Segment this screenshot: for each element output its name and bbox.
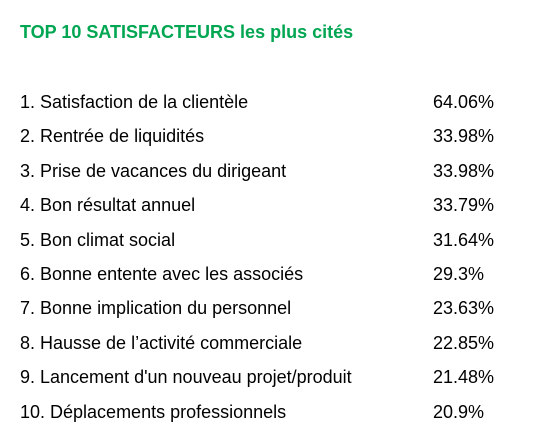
item-label: 9. Lancement d'un nouveau projet/produit <box>20 367 352 388</box>
item-value: 20.9% <box>433 401 485 422</box>
item-value: 23.63% <box>433 298 495 319</box>
item-label: 3. Prise de vacances du dirigeant <box>20 160 287 181</box>
list-row: 9. Lancement d'un nouveau projet/produit… <box>20 367 525 391</box>
item-value: 29.3% <box>433 264 485 284</box>
list-row: 4. Bon résultat annuel 33.79% <box>20 195 525 219</box>
item-label: 5. Bon climat social <box>20 229 176 250</box>
item-label: 10. Déplacements professionnels <box>20 401 287 422</box>
item-label: 4. Bon résultat annuel <box>20 195 196 216</box>
item-label: 8. Hausse de l’activité commerciale <box>20 332 303 353</box>
item-value: 21.48% <box>433 367 495 388</box>
item-value: 33.98% <box>433 160 495 181</box>
list-row: 1. Satisfaction de la clientèle 64.06% <box>20 92 525 116</box>
list-row: 8. Hausse de l’activité commerciale 22.85… <box>20 333 525 357</box>
item-value: 33.79% <box>433 195 495 216</box>
item-value: 31.64% <box>433 229 495 250</box>
list-row: 10. Déplacements professionnels 20.9% <box>20 402 525 426</box>
item-value: 33.98% <box>433 126 495 147</box>
item-value: 22.85% <box>433 332 495 353</box>
item-label: 7. Bonne implication du personnel <box>20 298 292 319</box>
item-label: 6. Bonne entente avec les associés <box>20 264 304 284</box>
item-label: 2. Rentrée de liquidités <box>20 126 205 147</box>
list-row: 7. Bonne implication du personnel 23.63% <box>20 298 525 322</box>
list-row: 6. Bonne entente avec les associés 29.3% <box>20 264 525 288</box>
list-row: 5. Bon climat social 31.64% <box>20 230 525 254</box>
list-row: 3. Prise de vacances du dirigeant 33.98% <box>20 161 525 185</box>
item-label: 1. Satisfaction de la clientèle <box>20 92 249 112</box>
title: TOP 10 SATISFACTEURS les plus cités <box>20 22 354 42</box>
list-row: 2. Rentrée de liquidités 33.98% <box>20 126 525 150</box>
item-value: 64.06% <box>433 92 495 112</box>
